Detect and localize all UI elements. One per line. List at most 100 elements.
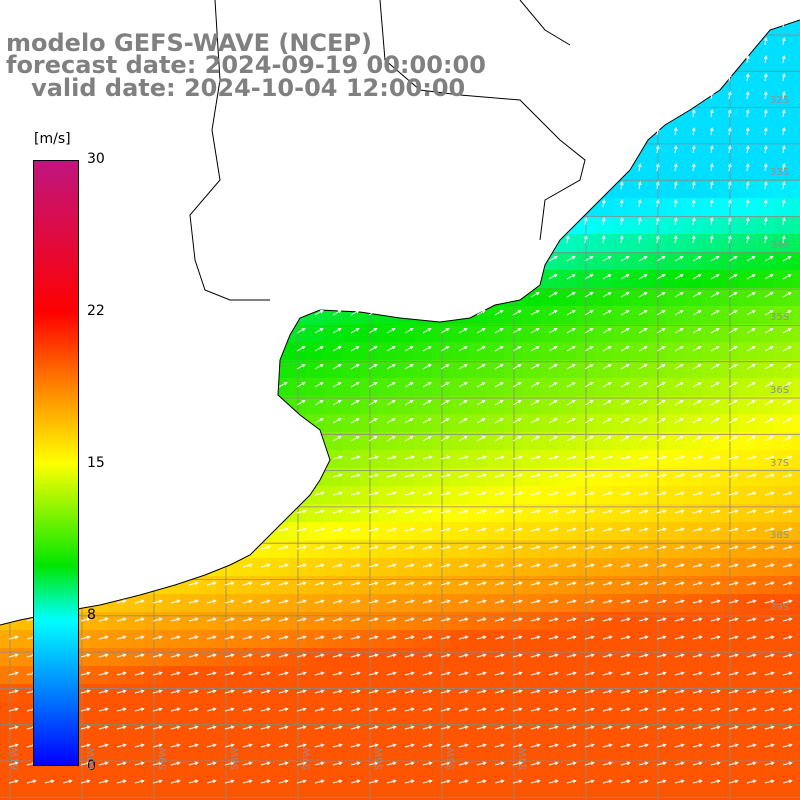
wind-arrow (404, 509, 415, 514)
wind-arrow (332, 707, 343, 712)
wind-arrow (260, 653, 271, 658)
wind-arrow (314, 635, 325, 640)
wind-arrow (655, 235, 660, 244)
wind-arrow (674, 417, 684, 424)
wind-arrow (494, 671, 505, 676)
wind-arrow (422, 617, 433, 622)
wind-arrow (224, 725, 235, 730)
wind-arrow (530, 545, 541, 550)
wind-arrow (566, 725, 577, 730)
wind-arrow (242, 617, 253, 622)
wind-arrow (602, 255, 612, 262)
wind-arrow (548, 435, 558, 442)
wind-arrow (296, 635, 307, 640)
wind-arrow (332, 527, 343, 532)
wind-arrow (548, 635, 559, 640)
lon-label-60w: 60W (86, 747, 97, 770)
wind-arrow (710, 635, 721, 640)
wind-arrow (566, 509, 577, 514)
wind-arrow (494, 599, 505, 604)
wind-arrow (116, 599, 127, 604)
wind-arrow (548, 509, 559, 514)
wind-arrow (764, 545, 775, 550)
wind-arrow (620, 743, 631, 748)
wind-arrow (692, 743, 703, 748)
wind-arrow (691, 127, 696, 136)
wind-arrow (602, 761, 613, 766)
wind-arrow (8, 779, 19, 784)
wind-arrow (782, 417, 792, 424)
wind-arrow (368, 491, 379, 496)
wind-arrow (566, 417, 576, 424)
wind-arrow (656, 761, 667, 766)
wind-arrow (440, 473, 451, 478)
wind-arrow (602, 327, 612, 334)
wind-arrow (278, 563, 289, 568)
wind-arrow (584, 617, 595, 622)
wind-arrow (728, 689, 739, 694)
wind-arrow (134, 707, 145, 712)
wind-arrow (728, 617, 739, 622)
wind-arrow (494, 527, 505, 532)
wind-arrow (728, 545, 739, 550)
title-valid-date: valid date: 2024-10-04 12:00:00 (6, 74, 466, 102)
wind-arrow (692, 779, 703, 784)
wind-arrow (584, 273, 594, 280)
wind-arrow (565, 235, 570, 244)
wind-arrow (656, 617, 667, 622)
wind-arrow (692, 273, 702, 280)
wind-arrow (745, 55, 750, 64)
wind-arrow (98, 725, 109, 730)
wind-arrow (512, 327, 522, 334)
wind-arrow (656, 473, 667, 478)
colorbar-tick-30: 30 (87, 151, 105, 167)
wind-arrow (674, 527, 685, 532)
wind-arrow (332, 473, 343, 478)
wind-arrow (458, 509, 469, 514)
wind-arrow (512, 599, 523, 604)
wind-arrow (764, 761, 775, 766)
wind-arrow (98, 743, 109, 748)
wind-arrow (440, 399, 450, 406)
wind-arrow (782, 255, 792, 262)
wind-arrow (728, 273, 738, 280)
wind-arrow (620, 509, 631, 514)
wind-arrow (782, 599, 793, 604)
wind-arrow (709, 217, 714, 226)
wind-arrow (368, 779, 379, 784)
wind-arrow (512, 743, 523, 748)
wind-arrow (512, 635, 523, 640)
wind-arrow (763, 91, 768, 100)
wind-arrow (728, 527, 739, 532)
wind-arrow (386, 417, 396, 424)
wind-arrow (404, 581, 415, 586)
wind-arrow (691, 217, 696, 226)
wind-arrow (440, 455, 451, 460)
wind-arrow (116, 617, 127, 622)
wind-arrow (656, 417, 666, 424)
wind-arrow (440, 635, 451, 640)
wind-arrow (368, 725, 379, 730)
wind-arrow (746, 527, 757, 532)
wind-arrow (692, 527, 703, 532)
wind-arrow (440, 743, 451, 748)
wind-arrow (116, 671, 127, 676)
wind-arrow (278, 689, 289, 694)
wind-arrow (620, 363, 630, 370)
wind-arrow (746, 635, 757, 640)
wind-arrow (602, 689, 613, 694)
wind-arrow (620, 345, 630, 352)
wind-arrow (206, 599, 217, 604)
wind-arrow (476, 707, 487, 712)
wind-arrow (440, 363, 450, 370)
wind-arrow (620, 599, 631, 604)
wind-arrow (619, 235, 624, 244)
wind-arrow (548, 581, 559, 586)
wind-arrow (152, 707, 163, 712)
wind-arrow (530, 527, 541, 532)
wind-arrow (763, 37, 768, 46)
wind-arrow (188, 617, 199, 622)
wind-arrow (224, 743, 235, 748)
wind-arrow (314, 761, 325, 766)
wind-arrow (691, 145, 696, 154)
